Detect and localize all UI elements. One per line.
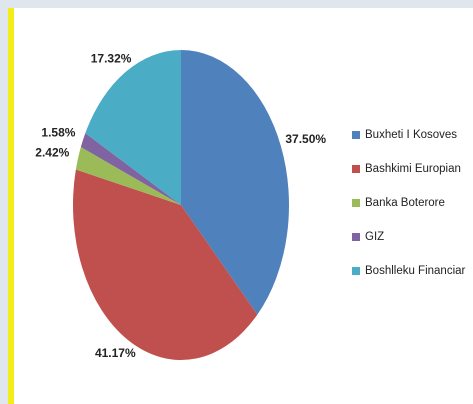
pie-slice — [73, 169, 258, 360]
legend-label: Banka Boterore — [365, 197, 445, 209]
legend-label: Bashkimi Europian — [365, 163, 461, 175]
pie-slice — [181, 50, 289, 315]
legend-swatch — [352, 233, 360, 241]
legend-swatch — [352, 131, 360, 139]
data-label: 1.58% — [41, 126, 75, 140]
pie-slice — [85, 49, 181, 205]
legend-label: GIZ — [365, 231, 384, 243]
yellow-bar — [8, 8, 14, 404]
legend-swatch — [352, 267, 360, 275]
legend-swatch — [352, 165, 360, 173]
pie-slice — [75, 147, 181, 205]
data-label: 41.17% — [95, 346, 136, 360]
data-label: 2.42% — [35, 146, 69, 160]
data-label: 37.50% — [285, 132, 326, 146]
legend-swatch — [352, 199, 360, 207]
data-label: 17.32% — [91, 51, 132, 65]
legend-label: Boshlleku Financiar — [365, 265, 466, 277]
pie-slice — [80, 133, 181, 205]
legend-label: Buxheti I Kosoves — [365, 129, 457, 141]
